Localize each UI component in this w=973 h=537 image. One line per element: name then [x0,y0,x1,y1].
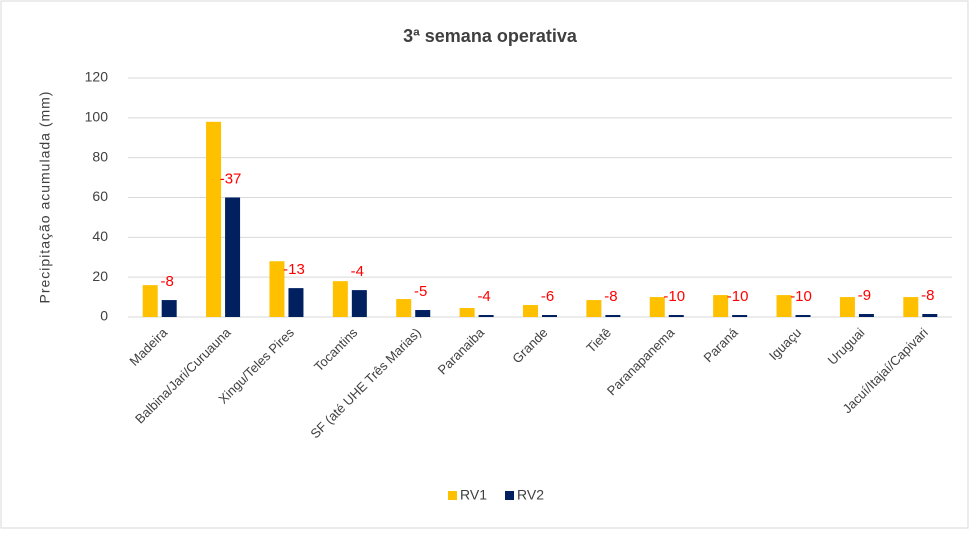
y-tick-label: 100 [85,109,109,125]
bar [586,300,602,317]
bar [922,314,938,317]
legend-label: RV2 [517,487,544,503]
legend-label: RV1 [460,487,487,503]
annotation: -8 [604,288,617,305]
y-tick-label: 20 [92,268,108,284]
bar [225,197,241,317]
bar [269,261,285,317]
legend-swatch [448,491,457,500]
bar [713,295,729,317]
legend-swatch [505,491,514,500]
bar [776,295,792,317]
annotation: -10 [727,288,749,305]
y-tick-label: 120 [85,69,109,85]
bar [903,297,919,317]
bar [459,308,475,317]
bar [161,300,177,317]
bar [351,290,367,317]
bar [858,314,874,317]
y-tick-label: 40 [92,228,108,244]
annotation: -4 [477,288,490,305]
y-tick-label: 0 [100,308,108,324]
bar [605,315,621,317]
annotation: -37 [220,170,242,187]
bar [206,121,222,317]
bar [839,297,855,317]
y-tick-label: 60 [92,188,108,204]
y-axis-label: Precipitação acumulada (mm) [37,91,53,304]
bar [415,310,431,317]
bar [478,315,494,317]
annotation: -9 [858,287,871,304]
bar [523,305,538,317]
bar [332,281,348,317]
bar [542,315,557,317]
chart-title: 3ª semana operativa [403,26,578,46]
annotation: -10 [790,288,812,305]
annotation: -4 [351,263,364,280]
bar [795,315,811,317]
annotation: -10 [663,288,685,305]
bar [732,315,748,317]
bar [142,285,158,317]
y-tick-label: 80 [92,148,108,164]
annotation: -13 [283,261,305,278]
bar [288,288,304,317]
annotation: -8 [921,287,934,304]
annotation: -5 [414,283,427,300]
bar [649,297,665,317]
bar [396,299,412,317]
bar [668,315,684,317]
annotation: -8 [161,273,174,290]
annotation: -6 [541,288,554,305]
